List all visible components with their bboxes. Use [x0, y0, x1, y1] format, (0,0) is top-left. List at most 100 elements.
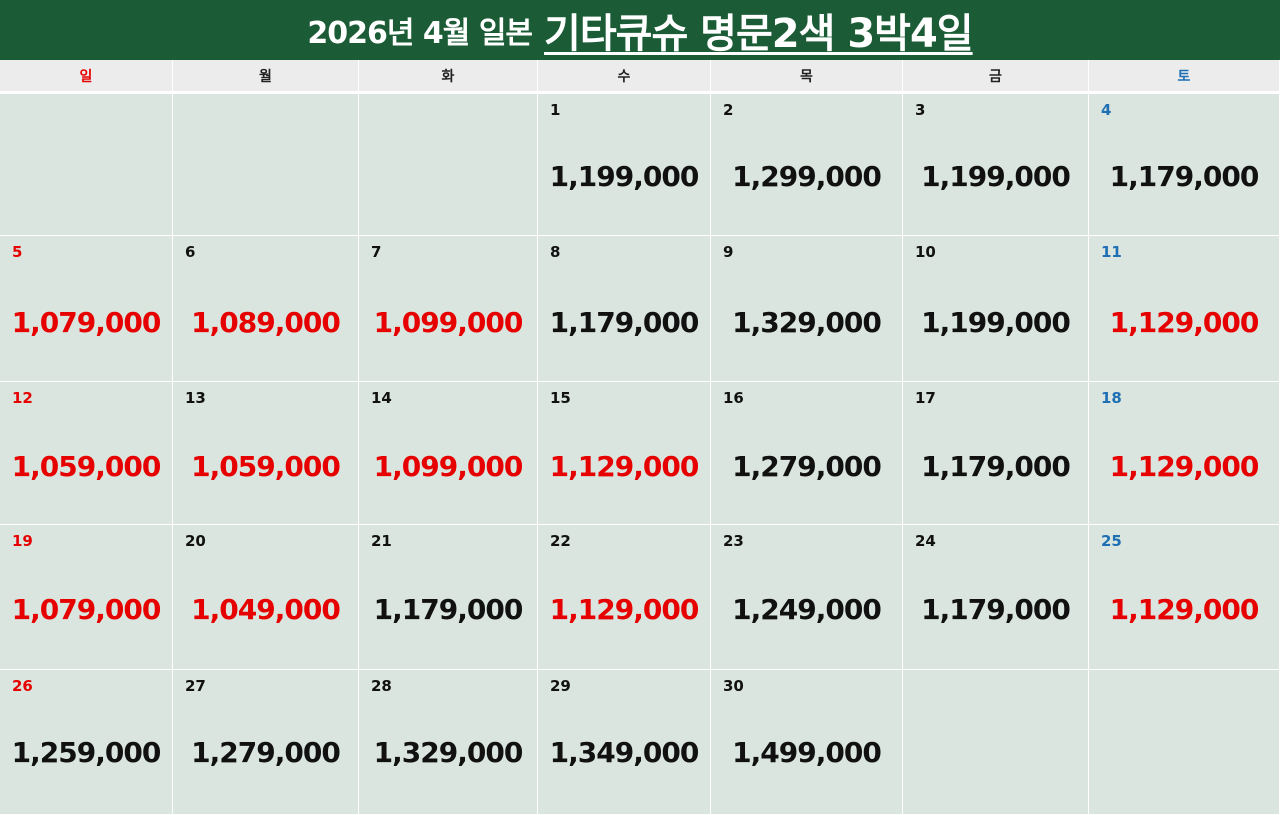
- day-price: 1,129,000: [549, 450, 700, 483]
- day-cell: 5 1,079,000: [0, 236, 173, 382]
- empty-cell: [0, 94, 173, 236]
- day-cell: 16 1,279,000: [711, 382, 903, 525]
- day-cell: 22 1,129,000: [538, 525, 711, 670]
- day-cell: 30 1,499,000: [711, 670, 903, 815]
- weekday-sat: 토: [1089, 60, 1280, 91]
- weekday-fri: 금: [903, 60, 1089, 91]
- day-price: 1,089,000: [191, 306, 341, 339]
- day-number: 9: [723, 243, 734, 261]
- day-price: 1,129,000: [1109, 593, 1260, 626]
- weekday-thu: 목: [711, 60, 903, 91]
- day-price: 1,129,000: [549, 593, 700, 626]
- day-number: 23: [723, 532, 744, 550]
- day-cell: 4 1,179,000: [1089, 94, 1280, 236]
- day-price: 1,299,000: [732, 160, 882, 193]
- day-number: 14: [371, 389, 392, 407]
- title-prefix: 2026년 4월 일본: [307, 16, 533, 51]
- day-price: 1,499,000: [732, 736, 882, 769]
- day-price: 1,249,000: [732, 593, 882, 626]
- day-number: 27: [185, 677, 206, 695]
- day-price: 1,179,000: [549, 306, 700, 339]
- day-cell: 12 1,059,000: [0, 382, 173, 525]
- day-cell: 20 1,049,000: [173, 525, 359, 670]
- day-cell: 25 1,129,000: [1089, 525, 1280, 670]
- day-price: 1,099,000: [373, 450, 524, 483]
- day-price: 1,329,000: [732, 306, 882, 339]
- day-number: 6: [185, 243, 196, 261]
- day-number: 11: [1101, 243, 1122, 261]
- day-number: 4: [1101, 101, 1112, 119]
- day-number: 29: [550, 677, 571, 695]
- day-price: 1,179,000: [921, 593, 1071, 626]
- day-price: 1,259,000: [11, 736, 162, 769]
- day-cell: 29 1,349,000: [538, 670, 711, 815]
- day-cell: 24 1,179,000: [903, 525, 1089, 670]
- day-number: 15: [550, 389, 571, 407]
- day-price: 1,199,000: [921, 306, 1071, 339]
- week-row: 5 1,079,000 6 1,089,000 7 1,099,000 8 1,179,000…: [0, 236, 1280, 382]
- day-cell: 8 1,179,000: [538, 236, 711, 382]
- weekday-sun: 일: [0, 60, 173, 91]
- day-number: 10: [915, 243, 936, 261]
- day-price: 1,179,000: [921, 450, 1071, 483]
- day-number: 25: [1101, 532, 1122, 550]
- day-number: 17: [915, 389, 936, 407]
- day-number: 13: [185, 389, 206, 407]
- day-cell: 14 1,099,000: [359, 382, 538, 525]
- day-number: 22: [550, 532, 571, 550]
- weekday-tue: 화: [359, 60, 538, 91]
- day-number: 7: [371, 243, 382, 261]
- day-cell: 11 1,129,000: [1089, 236, 1280, 382]
- day-price: 1,079,000: [11, 593, 162, 626]
- day-cell: 7 1,099,000: [359, 236, 538, 382]
- weekday-mon: 월: [173, 60, 359, 91]
- day-number: 26: [12, 677, 33, 695]
- day-number: 8: [550, 243, 561, 261]
- week-row: 19 1,079,000 20 1,049,000 21 1,179,000 22 1,129…: [0, 525, 1280, 670]
- day-price: 1,329,000: [373, 736, 524, 769]
- page-title: 기타큐슈 명문2색 3박4일: [544, 11, 974, 57]
- day-price: 1,079,000: [11, 306, 162, 339]
- day-cell: 15 1,129,000: [538, 382, 711, 525]
- day-cell: 21 1,179,000: [359, 525, 538, 670]
- title-bar: 2026년 4월 일본 기타큐슈 명문2색 3박4일: [0, 0, 1280, 60]
- day-price: 1,199,000: [921, 160, 1071, 193]
- day-price: 1,129,000: [1109, 306, 1260, 339]
- day-number: 20: [185, 532, 206, 550]
- day-number: 30: [723, 677, 744, 695]
- day-cell: 26 1,259,000: [0, 670, 173, 815]
- empty-cell: [359, 94, 538, 236]
- day-price: 1,049,000: [191, 593, 341, 626]
- day-number: 2: [723, 101, 734, 119]
- day-number: 5: [12, 243, 23, 261]
- day-price: 1,099,000: [373, 306, 524, 339]
- day-number: 3: [915, 101, 926, 119]
- week-row: 26 1,259,000 27 1,279,000 28 1,329,000 29 1,349…: [0, 670, 1280, 815]
- day-cell: 23 1,249,000: [711, 525, 903, 670]
- day-cell: 17 1,179,000: [903, 382, 1089, 525]
- empty-cell: [1089, 670, 1280, 815]
- day-cell: 28 1,329,000: [359, 670, 538, 815]
- day-cell: 27 1,279,000: [173, 670, 359, 815]
- day-price: 1,279,000: [732, 450, 882, 483]
- day-cell: 2 1,299,000: [711, 94, 903, 236]
- day-number: 1: [550, 101, 561, 119]
- day-cell: 9 1,329,000: [711, 236, 903, 382]
- day-cell: 10 1,199,000: [903, 236, 1089, 382]
- day-cell: 18 1,129,000: [1089, 382, 1280, 525]
- day-number: 18: [1101, 389, 1122, 407]
- day-number: 12: [12, 389, 33, 407]
- day-number: 24: [915, 532, 936, 550]
- week-row: 12 1,059,000 13 1,059,000 14 1,099,000 15 1,129…: [0, 382, 1280, 525]
- day-price: 1,179,000: [373, 593, 524, 626]
- day-price: 1,179,000: [1109, 160, 1260, 193]
- day-cell: 1 1,199,000: [538, 94, 711, 236]
- day-cell: 6 1,089,000: [173, 236, 359, 382]
- day-number: 19: [12, 532, 33, 550]
- day-price: 1,349,000: [549, 736, 700, 769]
- day-price: 1,059,000: [11, 450, 162, 483]
- week-row: 1 1,199,000 2 1,299,000 3 1,199,000 4 1,179,000: [0, 94, 1280, 236]
- day-price: 1,199,000: [549, 160, 700, 193]
- day-number: 28: [371, 677, 392, 695]
